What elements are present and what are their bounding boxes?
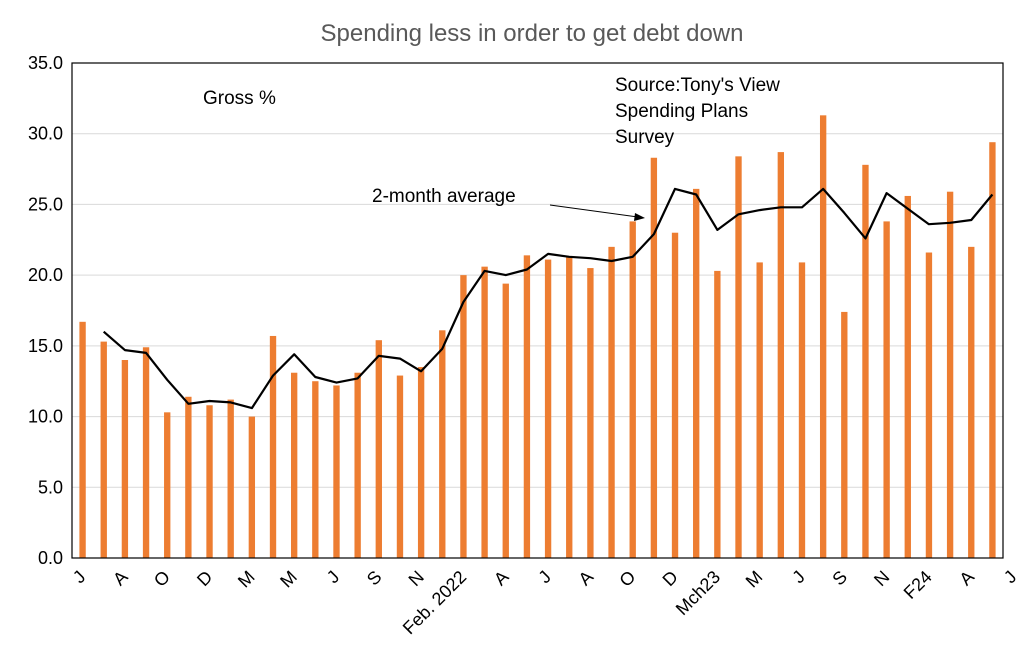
- bar: [121, 360, 129, 558]
- bar: [523, 255, 531, 559]
- bar: [566, 256, 573, 558]
- series-label-gross: Gross %: [203, 88, 276, 109]
- bar: [862, 164, 869, 559]
- x-tick-label: M: [276, 567, 301, 592]
- y-tick-label: 0.0: [38, 548, 63, 568]
- bar: [904, 195, 911, 558]
- bar: [460, 275, 467, 558]
- average-line-series: [102, 187, 994, 410]
- plot-area-border: [71, 62, 1004, 559]
- gridlines: [72, 133, 1003, 488]
- bar: [100, 341, 107, 558]
- bar: [714, 270, 721, 558]
- average-line: [102, 187, 994, 410]
- average-line-label: 2-month average: [372, 186, 516, 207]
- bar: [269, 335, 277, 558]
- bar: [629, 221, 636, 558]
- x-tick-label: S: [828, 567, 851, 590]
- bar: [354, 372, 361, 558]
- x-tick-label: J: [534, 567, 555, 588]
- x-tick-label: J: [1000, 567, 1021, 588]
- bar-series: [79, 115, 996, 559]
- bar: [777, 152, 785, 558]
- bar: [946, 191, 954, 558]
- bar: [396, 375, 404, 558]
- x-tick-label: O: [150, 567, 174, 591]
- y-tick-label: 5.0: [38, 477, 63, 497]
- x-tick-label: A: [490, 567, 513, 590]
- bar: [79, 321, 86, 558]
- bar: [756, 262, 763, 558]
- x-tick-label: N: [870, 567, 893, 590]
- x-tick-label: A: [109, 567, 132, 590]
- bar: [248, 416, 256, 558]
- bar: [164, 412, 171, 558]
- average-label-arrow-head: [634, 213, 645, 221]
- x-tick-label: O: [615, 567, 639, 591]
- x-tick-label: J: [788, 567, 809, 588]
- x-tick-label: F24: [900, 567, 936, 603]
- bar: [142, 347, 150, 558]
- x-tick-label: D: [193, 567, 216, 590]
- x-tick-label: M: [234, 567, 259, 592]
- bar: [290, 372, 298, 558]
- y-tick-label: 25.0: [28, 194, 63, 214]
- y-tick-label: 35.0: [28, 53, 63, 73]
- y-tick-label: 15.0: [28, 336, 63, 356]
- y-axis-ticks: 0.0 5.0 10.0 15.0 20.0 25.0 30.0 35.0: [28, 53, 63, 568]
- x-tick-label: D: [659, 567, 682, 590]
- bar: [502, 283, 509, 558]
- x-tick-label: Mch23: [672, 567, 724, 619]
- bar: [968, 246, 975, 558]
- bar: [185, 396, 192, 558]
- bar: [671, 232, 679, 558]
- bar: [439, 330, 446, 558]
- y-tick-label: 30.0: [28, 124, 63, 144]
- bar: [735, 156, 742, 559]
- bar: [587, 268, 594, 558]
- bar: [417, 367, 425, 558]
- x-tick-label: J: [69, 567, 90, 588]
- bar: [312, 381, 319, 558]
- bar: [227, 399, 234, 558]
- source-line-3: Survey: [615, 127, 675, 148]
- y-tick-label: 10.0: [28, 407, 63, 427]
- bar: [481, 266, 488, 558]
- bar: [819, 115, 827, 558]
- y-tick-label: 20.0: [28, 265, 63, 285]
- bar: [693, 188, 700, 558]
- source-line-1: Source:Tony's View: [615, 75, 780, 96]
- bar: [650, 157, 658, 558]
- x-tick-label: A: [955, 567, 978, 590]
- bar: [841, 311, 848, 558]
- bar: [206, 405, 213, 558]
- bar: [883, 221, 890, 558]
- chart-title: Spending less in order to get debt down: [321, 20, 744, 47]
- x-tick-label: A: [575, 567, 598, 590]
- bar: [989, 142, 996, 558]
- bar: [925, 252, 933, 558]
- x-tick-label: N: [405, 567, 428, 590]
- bar: [798, 262, 806, 558]
- bar: [375, 340, 382, 558]
- x-tick-label: S: [363, 567, 386, 590]
- source-line-2: Spending Plans: [615, 101, 748, 122]
- x-tick-label: M: [742, 567, 767, 592]
- bar: [544, 259, 552, 558]
- bar: [333, 385, 340, 558]
- bar: [608, 246, 615, 558]
- x-tick-label: J: [323, 567, 344, 588]
- average-label-arrow: [549, 204, 639, 218]
